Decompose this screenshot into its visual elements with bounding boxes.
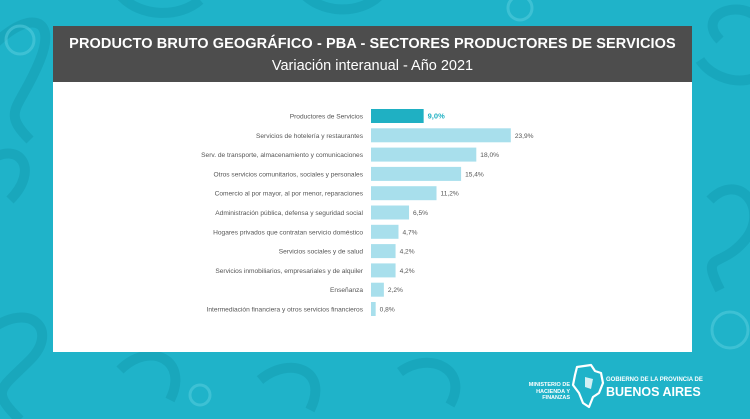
bar-intermediacion-financiera-y-otros-servicios-financieros [371,302,376,316]
ministerio-label: MINISTERIO DE HACIENDA Y FINANZAS [528,382,570,401]
bar-servicios-inmobiliarios-empresariales-y-de-alquiler [371,263,396,278]
category-label-administracion-publica-defensa-y-seguridad-social: Administración pública, defensa y seguri… [215,210,363,217]
value-label-serv-de-transporte-almacenamiento-y-comunicaciones: 18,0% [480,152,499,159]
bar-chart: Productores de Servicios 9,0% Servicios de… [201,109,534,316]
chart-header: PRODUCTO BRUTO GEOGRÁFICO - PBA - SECTOR… [53,26,692,82]
category-label-ensenanza: Enseñanza [330,287,363,294]
category-label-hogares-privados-que-contratan-servicio-domestico: Hogares privados que contratan servicio … [213,229,363,236]
value-label-servicios-sociales-y-de-salud: 4,2% [400,249,415,256]
value-label-servicios-de-hoteleria-y-restaurantes: 23,9% [515,133,534,140]
bar-hogares-privados-que-contratan-servicio-domestico [371,224,399,239]
category-label-intermediacion-financiera-y-otros-servicios-financieros: Intermediación financiera y otros servic… [207,307,364,314]
value-label-intermediacion-financiera-y-otros-servicios-financieros: 0,8% [380,307,395,314]
buenos-aires-label: BUENOS AIRES [606,385,701,399]
province-map-icon [571,363,605,409]
bar-administracion-publica-defensa-y-seguridad-social [371,205,410,220]
bar-ensenanza [371,282,384,297]
bar-otros-servicios-comunitarios-sociales-y-personales [371,166,462,181]
value-label-otros-servicios-comunitarios-sociales-y-personales: 15,4% [465,171,484,178]
value-label-administracion-publica-defensa-y-seguridad-social: 6,5% [413,210,428,217]
government-label: GOBIERNO DE LA PROVINCIA DE [606,377,703,383]
value-label-hogares-privados-que-contratan-servicio-domestico: 4,7% [402,229,417,236]
category-label-productores-de-servicios: Productores de Servicios [290,114,364,121]
chart-title: PRODUCTO BRUTO GEOGRÁFICO - PBA - SECTOR… [69,36,676,52]
bar-serv-de-transporte-almacenamiento-y-comunicaciones [371,147,477,162]
bar-comercio-al-por-mayor-al-por-menor-reparaciones [371,186,437,201]
category-label-serv-de-transporte-almacenamiento-y-comunicaciones: Serv. de transporte, almacenamiento y co… [201,152,364,159]
bar-servicios-sociales-y-de-salud [371,244,396,259]
category-label-servicios-inmobiliarios-empresariales-y-de-alquiler: Servicios inmobiliarios, empresariales y… [215,268,363,275]
value-label-productores-de-servicios: 9,0% [428,112,445,121]
value-label-comercio-al-por-mayor-al-por-menor-reparaciones: 11,2% [441,191,459,198]
bar-servicios-de-hoteleria-y-restaurantes [371,128,511,143]
category-label-otros-servicios-comunitarios-sociales-y-personales: Otros servicios comunitarios, sociales y… [213,171,363,178]
category-label-comercio-al-por-mayor-al-por-menor-reparaciones: Comercio al por mayor, al por menor, rep… [215,191,364,198]
value-label-servicios-inmobiliarios-empresariales-y-de-alquiler: 4,2% [400,268,415,275]
value-label-ensenanza: 2,2% [388,287,403,294]
chart-subtitle: Variación interanual - Año 2021 [271,58,474,74]
category-label-servicios-sociales-y-de-salud: Servicios sociales y de salud [279,249,364,256]
bar-productores-de-servicios [371,109,424,123]
category-label-servicios-de-hoteleria-y-restaurantes: Servicios de hotelería y restaurantes [256,133,364,140]
chart-panel: Productores de Servicios 9,0% Servicios de… [53,82,692,352]
